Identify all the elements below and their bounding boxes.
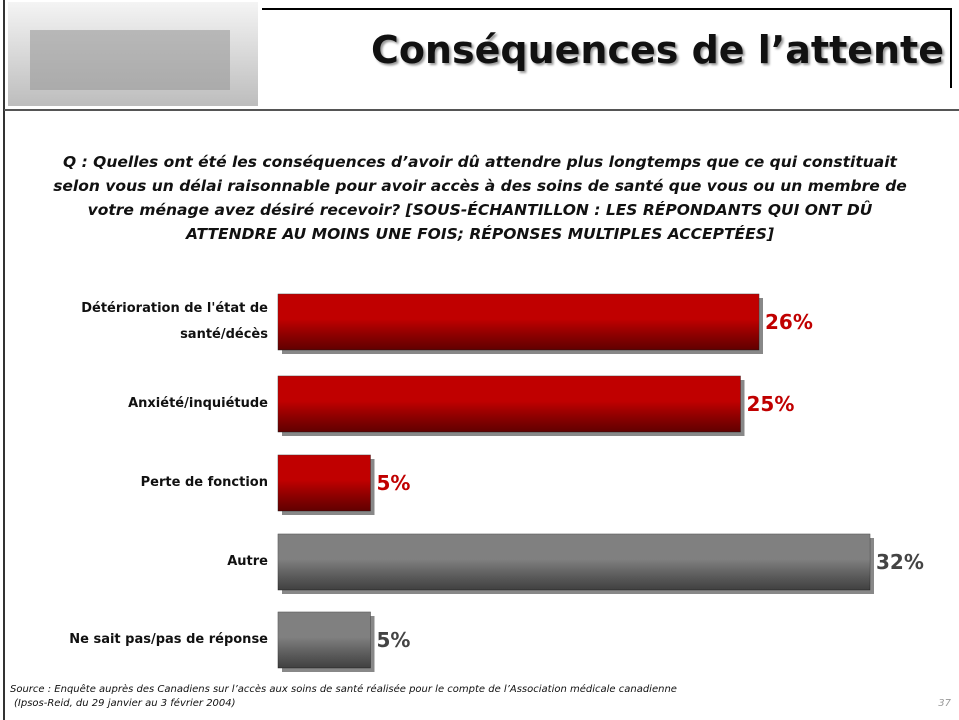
bar-shade [278, 455, 371, 511]
bar-shade [278, 534, 870, 590]
bar-shade [278, 376, 741, 432]
bar-shade [278, 294, 759, 350]
value-label: 32% [876, 550, 924, 574]
title: Conséquences de l’attente [262, 8, 952, 88]
value-label: 5% [377, 471, 411, 495]
category-label: Détérioration de l'état de santé/décès [81, 301, 268, 342]
bar-shade [278, 612, 371, 668]
page-number: 37 [938, 698, 951, 709]
category-label: Autre [227, 554, 268, 569]
source: (Ipsos-Reid, du 29 janvier au 3 février … [14, 698, 236, 709]
category-label: Ne sait pas/pas de réponse [69, 632, 268, 647]
value-label: 26% [765, 310, 813, 334]
source: Source : Enquête auprès des Canadiens su… [10, 684, 677, 695]
question: Q : Quelles ont été les conséquences d’a… [53, 153, 907, 243]
value-label: 5% [377, 628, 411, 652]
category-label: Perte de fonction [140, 475, 268, 490]
building [30, 30, 230, 90]
value-label: 25% [747, 392, 795, 416]
category-label: Anxiété/inquiétude [128, 396, 268, 411]
